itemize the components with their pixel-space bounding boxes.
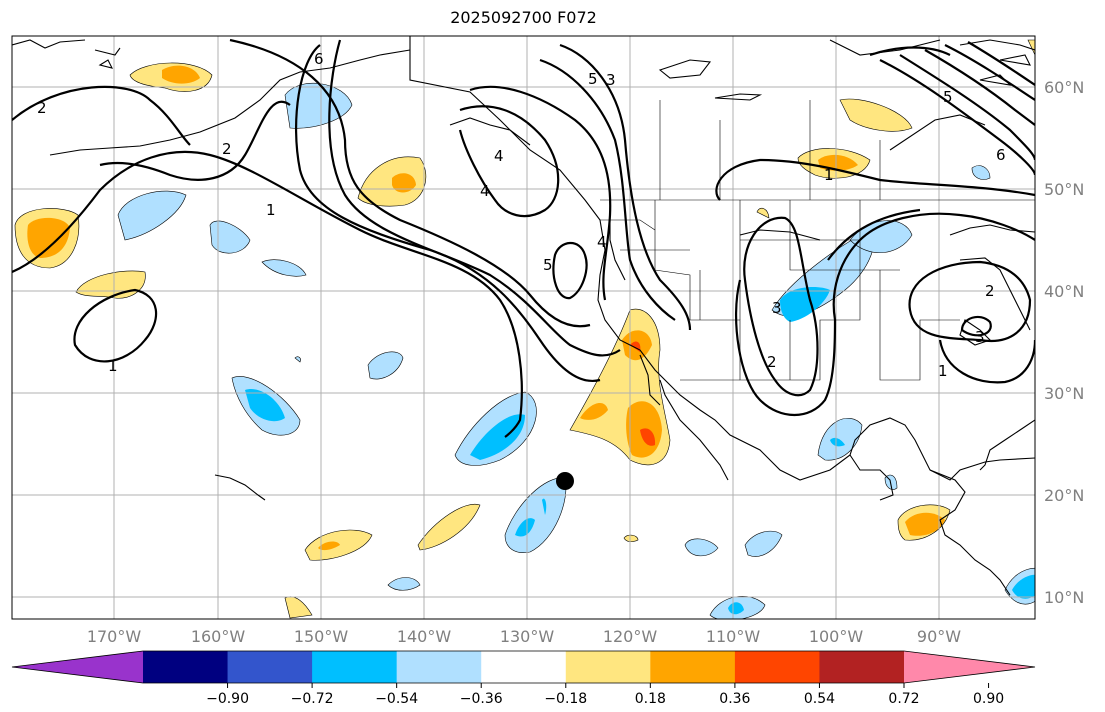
colorbar-tick-label: −0.54 [375, 691, 418, 707]
political-borders [600, 100, 1035, 381]
lat-label: 50°N [1044, 180, 1084, 199]
contour-label: 1 [824, 166, 834, 184]
contour-label: 2 [767, 353, 777, 371]
lon-label: 120°W [603, 627, 658, 646]
lat-label: 10°N [1044, 588, 1084, 607]
colorbar-extend-low [12, 651, 143, 683]
lon-label: 90°W [917, 627, 961, 646]
contour-label: 6 [314, 50, 324, 68]
colorbar-tick-label: −0.36 [460, 691, 503, 707]
colorbar: −0.90 −0.72 −0.54 −0.36 −0.18 0.18 0.36 0.54 0.7… [11, 650, 1036, 707]
colorbar-tick-label: −0.72 [291, 691, 334, 707]
lon-label: 170°W [87, 627, 142, 646]
colorbar-tick-label: 0.36 [719, 691, 750, 707]
latitude-labels: 60°N 50°N 40°N 30°N 20°N 10°N [1044, 78, 1084, 607]
longitude-labels: 170°W 160°W 150°W 140°W 130°W 120°W 110°… [87, 627, 961, 646]
lat-label: 30°N [1044, 384, 1084, 403]
lon-label: 160°W [191, 627, 246, 646]
map-title: 2025092700 F072 [450, 8, 597, 27]
contour-label: 3 [975, 328, 985, 346]
lat-label: 40°N [1044, 282, 1084, 301]
contour-label: 5 [943, 88, 953, 106]
lat-label: 60°N [1044, 78, 1084, 97]
contour-label: 1 [266, 201, 276, 219]
colorbar-tick-label: 0.54 [804, 691, 835, 707]
contour-label: 2 [985, 282, 995, 300]
contour-label: 5 [588, 70, 598, 88]
colorbar-segment [227, 651, 313, 683]
colorbar-tick-label: 0.90 [973, 691, 1004, 707]
contour-label: 1 [108, 357, 118, 375]
contour-label: 3 [772, 299, 782, 317]
contour-label: 3 [606, 71, 616, 89]
contour-labels: 2 2 1 1 6 5 3 4 4 5 4 1 2 3 2 3 1 6 5 [37, 50, 1006, 380]
contour-label: 1 [938, 362, 948, 380]
colorbar-segment [312, 651, 398, 683]
location-marker [556, 472, 574, 490]
colorbar-extend-high [904, 651, 1035, 683]
lon-label: 140°W [397, 627, 452, 646]
strong-negative-shading [245, 287, 1035, 615]
colorbar-tick-label: −0.18 [544, 691, 587, 707]
contour-label: 4 [494, 147, 504, 165]
lon-label: 130°W [500, 627, 555, 646]
colorbar-segment [396, 651, 482, 683]
lon-label: 150°W [294, 627, 349, 646]
height-contours [12, 38, 1035, 438]
lon-label: 100°W [809, 627, 864, 646]
colorbar-segment [143, 651, 229, 683]
contour-label: 2 [37, 99, 47, 117]
colorbar-tick-label: 0.72 [888, 691, 919, 707]
contour-label: 4 [480, 182, 490, 200]
contour-label: 5 [543, 256, 553, 274]
colorbar-tick-label: −0.90 [206, 691, 249, 707]
lon-label: 110°W [706, 627, 761, 646]
contour-label: 2 [222, 140, 232, 158]
graticule [12, 36, 1035, 619]
colorbar-outline [11, 650, 1036, 684]
colorbar-tick-label: 0.18 [635, 691, 666, 707]
map-frame [11, 35, 1036, 620]
colorbar-segment [481, 651, 567, 683]
lat-label: 20°N [1044, 486, 1084, 505]
colorbar-segment [650, 651, 736, 683]
colorbar-segment [819, 651, 905, 683]
colorbar-segment [734, 651, 820, 683]
contour-label: 4 [597, 233, 607, 251]
colorbar-segment [565, 651, 651, 683]
contour-label: 6 [996, 146, 1006, 164]
